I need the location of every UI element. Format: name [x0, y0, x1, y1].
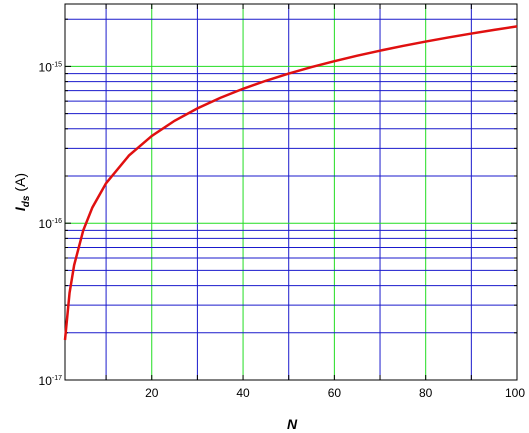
y-tick-label: 10-16: [39, 217, 63, 231]
x-tick-label: 60: [328, 386, 342, 400]
y-axis-label-sub: ds: [21, 195, 32, 207]
grid: [65, 4, 517, 380]
x-tick-label: 80: [419, 386, 433, 400]
x-tick-label: 100: [505, 386, 525, 400]
y-tick-label: 10-15: [39, 60, 63, 74]
x-tick-label: 20: [145, 386, 159, 400]
y-axis-label-main: I: [12, 206, 28, 211]
series-line: [63, 25, 518, 341]
plot-frame: [64, 3, 518, 381]
y-tick-label: 10-17: [39, 374, 63, 388]
y-tick-labels: 10-17 10-16 10-15: [39, 60, 63, 388]
y-axis-label-unit: (A): [12, 173, 28, 192]
x-axis-label: N: [287, 416, 298, 432]
x-tick-label: 40: [236, 386, 250, 400]
y-axis-label: Ids (A): [12, 173, 32, 211]
x-tick-labels: 20 40 60 80 100: [145, 386, 525, 400]
axis-ticks: [65, 4, 518, 380]
svg-text:Ids(A): Ids (A): [12, 173, 32, 211]
